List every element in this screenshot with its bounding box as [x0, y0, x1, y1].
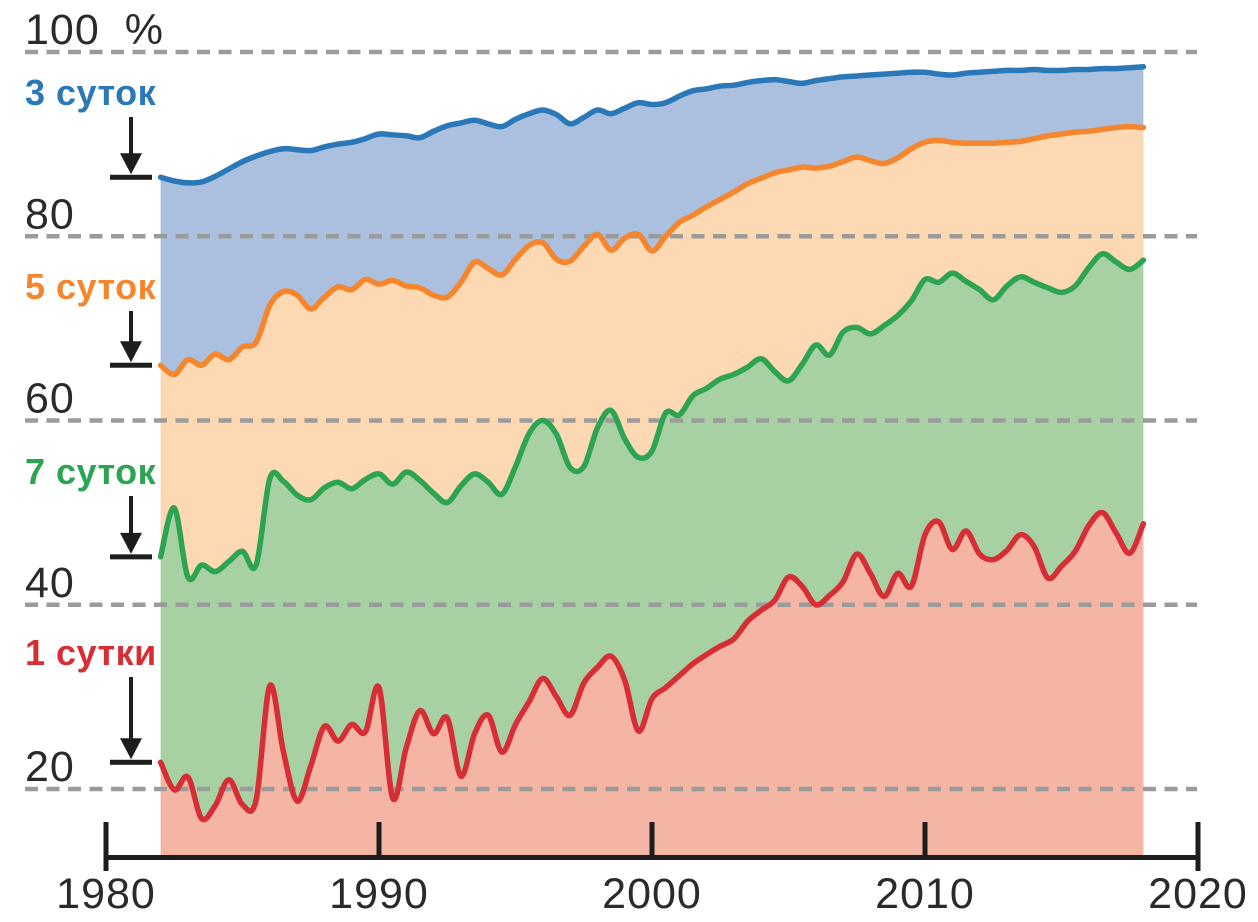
series-area-0: [160, 66, 1144, 375]
series-line-2: [157, 251, 1147, 583]
arrow-head-icon-3: [120, 738, 142, 760]
y-tick-label-20: 20: [25, 743, 75, 791]
series-label-0: 3 суток: [25, 72, 157, 113]
arrow-head-icon-1: [120, 341, 142, 363]
series-annotation-0: 3 суток: [25, 72, 157, 180]
arrow-target-tick-0: [110, 174, 152, 180]
y-tick-label-40: 40: [25, 559, 75, 607]
y-tick-label-60: 60: [25, 375, 75, 423]
arrow-target-tick-3: [110, 759, 152, 765]
arrow-head-icon-2: [120, 532, 142, 554]
arrow-target-tick-2: [110, 554, 152, 560]
x-tick-label-2010: 2010: [875, 870, 975, 918]
y-tick-label-100: 100 %: [25, 6, 164, 54]
series-line-0: [157, 63, 1147, 186]
arrow-head-icon-0: [120, 153, 142, 175]
series-annotation-1: 5 суток: [25, 266, 157, 368]
y-tick-label-80: 80: [25, 190, 75, 238]
series-label-1: 5 суток: [25, 266, 157, 307]
series-annotation-3: 1 сутки: [25, 632, 157, 765]
series-area-1: [160, 126, 1144, 580]
series-area-2: [160, 253, 1144, 820]
series-area-3: [160, 512, 1144, 856]
series-line-1: [157, 123, 1147, 378]
series-label-3: 1 сутки: [25, 632, 157, 673]
series-annotation-2: 7 суток: [25, 451, 157, 560]
series-line-3: [157, 509, 1147, 823]
series-label-2: 7 суток: [25, 451, 157, 492]
x-tick-label-1980: 1980: [56, 870, 156, 918]
arrow-target-tick-1: [110, 362, 152, 368]
x-tick-label-1990: 1990: [329, 870, 429, 918]
x-tick-label-2020: 2020: [1148, 870, 1248, 918]
x-tick-label-2000: 2000: [602, 870, 702, 918]
